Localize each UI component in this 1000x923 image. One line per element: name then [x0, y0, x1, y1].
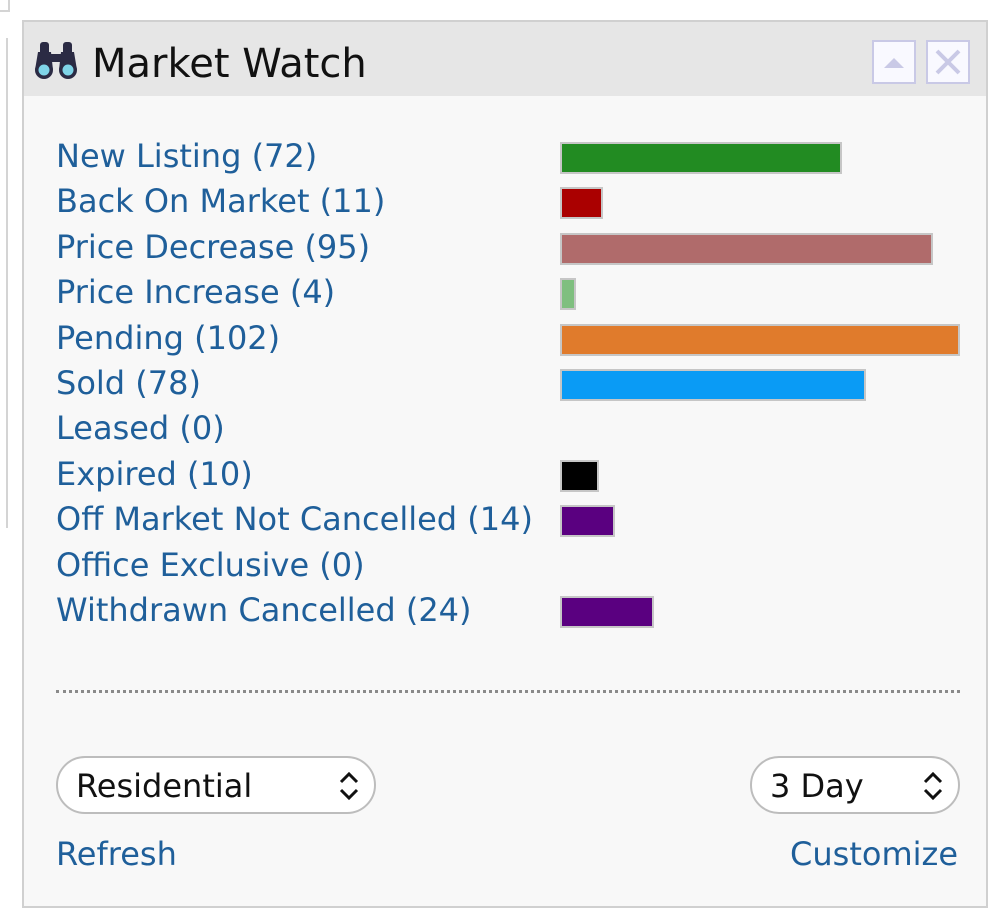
market-watch-row-label[interactable]: Back On Market (11): [56, 182, 386, 221]
background-frame: [0, 0, 10, 12]
customize-link[interactable]: Customize: [790, 835, 958, 873]
background-frame-edge: [0, 38, 8, 528]
market-watch-row-label[interactable]: Leased (0): [56, 409, 225, 448]
market-watch-bar: [560, 232, 933, 265]
market-watch-row-label[interactable]: Expired (10): [56, 454, 253, 493]
market-watch-row-label[interactable]: Price Decrease (95): [56, 227, 371, 266]
market-watch-row-label[interactable]: New Listing (72): [56, 137, 318, 175]
time-range-select[interactable]: 3 Day: [750, 756, 960, 814]
collapse-up-icon: [884, 58, 904, 68]
property-type-value: Residential: [76, 767, 253, 805]
market-watch-bar: [560, 142, 843, 174]
market-watch-bar: [560, 596, 655, 628]
select-chevrons-icon: [923, 771, 943, 801]
market-watch-bar: [560, 187, 604, 220]
market-watch-row-label[interactable]: Withdrawn Cancelled (24): [56, 591, 472, 629]
market-watch-row-label[interactable]: Sold (78): [56, 364, 201, 402]
select-chevrons-icon: [339, 771, 359, 801]
collapse-button[interactable]: [872, 40, 916, 84]
close-button[interactable]: [926, 40, 970, 84]
binoculars-icon: [35, 42, 77, 79]
market-watch-row-label[interactable]: Price Increase (4): [56, 273, 336, 312]
market-watch-row-label[interactable]: Off Market Not Cancelled (14): [56, 500, 533, 539]
market-watch-bar: [560, 323, 960, 356]
market-watch-widget: Market Watch New Listing (72) Back On Mar…: [22, 20, 988, 908]
close-icon: [935, 49, 961, 75]
section-divider: [56, 690, 960, 693]
market-watch-bar: [560, 459, 600, 492]
widget-title: Market Watch: [92, 41, 367, 87]
time-range-value: 3 Day: [770, 767, 864, 805]
market-watch-row-label[interactable]: Office Exclusive (0): [56, 545, 365, 584]
refresh-link[interactable]: Refresh: [56, 835, 177, 873]
property-type-select[interactable]: Residential: [56, 756, 376, 814]
widget-header: Market Watch: [24, 22, 986, 96]
market-watch-bar: [560, 369, 866, 401]
market-watch-row-label[interactable]: Pending (102): [56, 318, 281, 357]
market-watch-bar: [560, 505, 615, 538]
market-watch-bar: [560, 278, 576, 311]
